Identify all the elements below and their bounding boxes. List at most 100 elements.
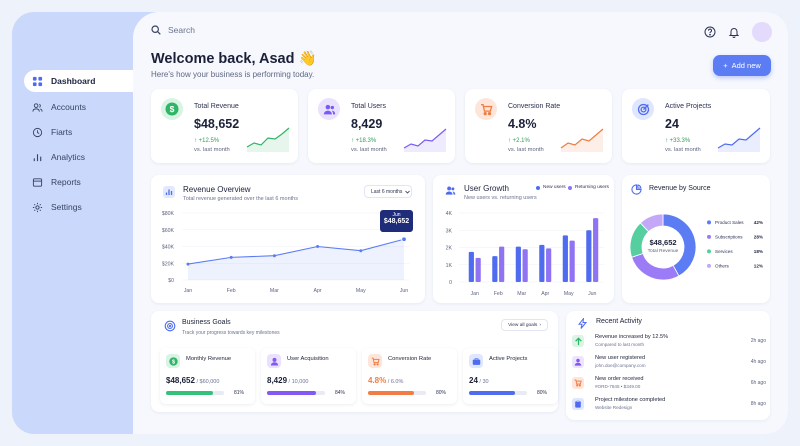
kpi-card-total-revenue[interactable]: $ Total Revenue $48,652 ↑ +12.5% vs. las…	[151, 89, 298, 163]
goal-card-conversion-rate[interactable]: Conversion Rate 4.8% / 6.0% 80%	[362, 348, 457, 404]
legend-value: 18%	[754, 249, 763, 254]
revenue-overview-card: Revenue Overview Total revenue generated…	[151, 175, 425, 303]
activity-title: Revenue increased by 12.5%	[595, 334, 669, 340]
chevron-down-icon	[405, 190, 411, 194]
card-subtitle: Track your progress towards key mileston…	[182, 330, 280, 336]
activity-time: 6h ago	[750, 380, 766, 386]
y-tick-label: 3K	[446, 228, 453, 234]
card-subtitle: New users vs. returning users	[464, 195, 537, 201]
sidebar-item-settings[interactable]: Settings	[24, 196, 132, 218]
revenue-by-source-card: Revenue by Source Product Sales 42% Subscr…	[622, 175, 770, 303]
goal-card-active-projects[interactable]: Active Projects 24 / 30 80%	[463, 348, 558, 404]
goal-card-monthly-revenue[interactable]: $ Monthly Revenue $48,652 / $60,000 81%	[160, 348, 255, 404]
legend-swatch	[568, 185, 572, 190]
avatar[interactable]	[752, 22, 772, 42]
x-tick-label: Feb	[227, 288, 236, 294]
kpi-card-total-users[interactable]: Total Users 8,429 ↑ +18.3% vs. last mont…	[308, 89, 455, 163]
view-all-goals-button[interactable]: View all goals ›	[501, 319, 548, 331]
legend-value: 42%	[754, 220, 763, 225]
data-point	[272, 254, 276, 258]
sidebar-item-label: Reports	[51, 177, 81, 187]
activity-subtitle: Website Redesign	[595, 405, 633, 410]
page-subtitle: Here's how your business is performing t…	[151, 70, 315, 79]
donut-center-value: $48,652	[649, 238, 677, 247]
lightning-icon	[578, 318, 587, 329]
goal-icon-bg: $	[166, 354, 180, 368]
goal-percent: 84%	[335, 389, 346, 396]
bar	[569, 240, 575, 282]
goal-progress-track	[166, 391, 224, 395]
kpi-icon-bg	[475, 98, 497, 120]
arrow-up-icon	[574, 336, 582, 345]
pie-chart-icon	[631, 184, 642, 195]
sidebar-item-reports[interactable]: Reports	[24, 171, 132, 193]
kpi-delta-value: +2.1%	[512, 138, 530, 144]
card-subtitle: Total revenue generated over the last 6 …	[183, 196, 298, 202]
card-title: Revenue Overview	[183, 185, 251, 194]
x-tick-label: Jun	[400, 288, 408, 294]
kpi-label: Conversion Rate	[508, 103, 561, 110]
activity-item[interactable]: Project milestone completed Website Rede…	[566, 396, 772, 417]
goal-card-user-acquisition[interactable]: User Acquisition 8,429 / 10,000 84%	[261, 348, 356, 404]
bar	[586, 230, 592, 282]
y-tick-label: $80K	[162, 211, 175, 217]
sparkline	[246, 127, 290, 152]
kpi-card-active-projects[interactable]: Active Projects 24 ↑ +33.3% vs. last mon…	[622, 89, 770, 163]
data-point	[316, 245, 320, 248]
donut-chart: Product Sales 42% Subscriptions 28% Services…	[629, 213, 763, 281]
search-input[interactable]: Search	[168, 25, 195, 35]
sidebar-item-analytics[interactable]: Analytics	[24, 146, 132, 168]
chart-tooltip: Jun $48,652	[380, 210, 413, 232]
x-tick-label: Apr	[314, 288, 322, 294]
bar	[515, 246, 521, 282]
dollar-icon: $	[165, 102, 179, 116]
activity-item[interactable]: New user registered john.doe@company.com…	[566, 354, 772, 375]
sidebar-item-dashboard[interactable]: Dashboard	[24, 70, 136, 92]
revenue-chart: $0 $20K $40K $60K $80K Jan Feb Mar Apr May Jun	[162, 211, 410, 294]
goal-label: Monthly Revenue	[186, 356, 232, 362]
range-select[interactable]: Last 6 months	[364, 185, 412, 198]
kpi-label: Active Projects	[665, 103, 712, 110]
sidebar-item-label: Settings	[51, 202, 82, 212]
sparkline	[403, 128, 447, 152]
goal-value: 4.8% / 6.0%	[368, 376, 404, 385]
sidebar-item-accounts[interactable]: Accounts	[24, 96, 132, 118]
x-tick-label: Mar	[270, 288, 279, 294]
x-tick-label: Jun	[588, 291, 596, 297]
clipboard-icon	[575, 400, 581, 408]
add-new-button[interactable]: + Add new	[713, 55, 771, 76]
goal-progress-fill	[267, 391, 316, 395]
legend-label: Services	[715, 249, 733, 254]
legend-swatch	[536, 185, 540, 190]
activity-item[interactable]: New order received #ORD-7845 • $349.00 6…	[566, 375, 772, 396]
bell-icon[interactable]	[728, 26, 740, 38]
view-all-goals-label: View all goals	[508, 322, 538, 328]
goal-value: 24 / 30	[469, 376, 489, 385]
legend-value: 12%	[754, 264, 763, 269]
briefcase-icon	[472, 357, 480, 365]
cart-icon	[480, 103, 492, 115]
sidebar-item-fiarts[interactable]: Fiarts	[24, 121, 132, 143]
plus-icon: +	[723, 61, 728, 70]
kpi-card-conversion-rate[interactable]: Conversion Rate 4.8% ↑ +2.1% vs. last mo…	[465, 89, 612, 163]
activity-item[interactable]: Revenue increased by 12.5% Compared to l…	[566, 333, 772, 354]
help-icon[interactable]	[704, 26, 716, 38]
search-icon	[151, 25, 161, 35]
x-tick-label: Mar	[517, 291, 526, 297]
bar	[468, 251, 474, 282]
pie-slice	[639, 213, 664, 233]
card-title: Revenue by Source	[649, 185, 711, 192]
search-bar[interactable]: Search	[151, 25, 195, 35]
x-tick-label: Apr	[541, 291, 549, 297]
kpi-delta: ↑ +12.5%	[194, 138, 220, 144]
y-tick-label: 0	[449, 280, 452, 286]
activity-subtitle: #ORD-7845 • $349.00	[595, 384, 641, 389]
activity-icon-bg	[572, 335, 584, 347]
users-icon	[323, 104, 335, 114]
sparkline	[717, 127, 761, 152]
kpi-icon-bg: $	[161, 98, 183, 120]
user-icon	[574, 358, 582, 366]
kpi-delta: ↑ +2.1%	[508, 138, 530, 144]
goal-percent: 81%	[234, 389, 245, 396]
bar	[492, 256, 498, 282]
